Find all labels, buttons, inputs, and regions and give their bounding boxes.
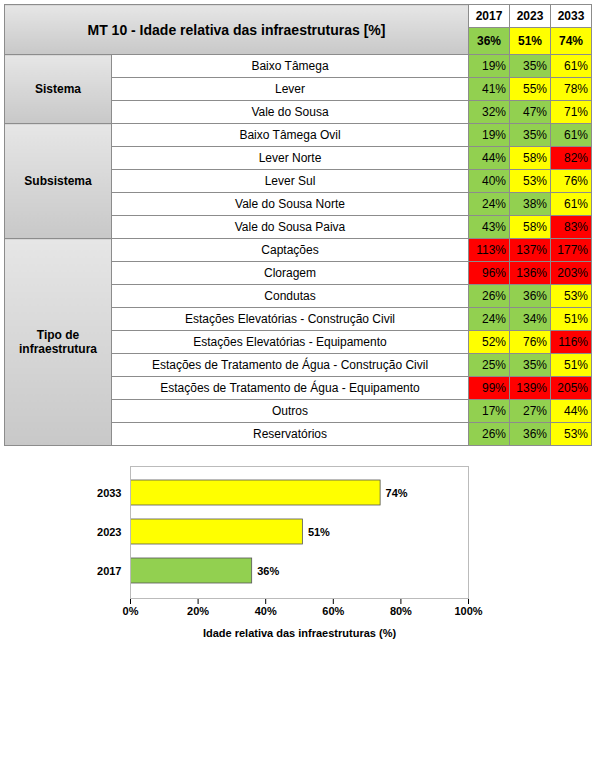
html-text:41%: 41% <box>482 82 506 96</box>
html-text:205%: 205% <box>557 381 588 395</box>
html-text:19%: 19% <box>482 128 506 142</box>
html-text:Estações Elevatórias - Equipam: Estações Elevatórias - Equipamento <box>193 335 387 349</box>
html-text:Outros: Outros <box>272 404 308 418</box>
html-text:2033: 2033 <box>557 9 585 23</box>
html-text:43%: 43% <box>482 220 506 234</box>
html-text:36%: 36% <box>523 427 547 441</box>
html-text:26%: 26% <box>482 289 506 303</box>
html-text:38%: 38% <box>523 197 547 211</box>
html-text:99%: 99% <box>482 381 506 395</box>
html-text:2017: 2017 <box>475 9 503 23</box>
html-text:44%: 44% <box>564 404 588 418</box>
html-text:76%: 76% <box>523 335 547 349</box>
html-text:2023: 2023 <box>516 9 544 23</box>
html-text:Baixo Tâmega Ovil: Baixo Tâmega Ovil <box>239 128 341 142</box>
html-text:51%: 51% <box>564 312 588 326</box>
html-text:71%: 71% <box>564 105 588 119</box>
html-text:27%: 27% <box>523 404 547 418</box>
svg-text:74%: 74% <box>386 487 408 499</box>
html-text:35%: 35% <box>523 128 547 142</box>
html-text:Condutas: Condutas <box>264 289 316 303</box>
html-text:203%: 203% <box>557 266 588 280</box>
html-text:61%: 61% <box>564 59 588 73</box>
svg-text:20%: 20% <box>187 605 209 617</box>
html-text:34%: 34% <box>523 312 547 326</box>
html-text:53%: 53% <box>523 174 547 188</box>
html-text:55%: 55% <box>523 82 547 96</box>
html-text:24%: 24% <box>482 197 506 211</box>
html-text:35%: 35% <box>523 358 547 372</box>
svg-text:0%: 0% <box>123 605 139 617</box>
html-text:44%: 44% <box>482 151 506 165</box>
html-text:Estações de Tratamento de Água: Estações de Tratamento de Água - Equipam… <box>160 381 420 395</box>
html-text:Lever Norte: Lever Norte <box>258 151 322 165</box>
html-text:61%: 61% <box>564 128 588 142</box>
svg-text:2033: 2033 <box>97 487 121 499</box>
html-text:139%: 139% <box>516 381 547 395</box>
html-text:76%: 76% <box>564 174 588 188</box>
html-text:Vale do Sousa Paiva: Vale do Sousa Paiva <box>234 220 346 234</box>
html-text:Vale do Sousa: Vale do Sousa <box>251 105 329 119</box>
html-text:24%: 24% <box>482 312 506 326</box>
html-text:26%: 26% <box>482 427 506 441</box>
html-text:Subsistema: Subsistema <box>24 174 92 188</box>
html-text:Lever Sul: Lever Sul <box>264 174 316 188</box>
html-text:40%: 40% <box>482 174 506 188</box>
svg-text:2023: 2023 <box>97 526 121 538</box>
html-text:83%: 83% <box>564 220 588 234</box>
html-text:Sistema: Sistema <box>35 82 81 96</box>
html-text:MT 10 - Idade relativa das inf: MT 10 - Idade relativa das infraestrutur… <box>87 21 386 38</box>
html-text:58%: 58% <box>523 151 547 165</box>
html-text:Tipo de infraestrutura: Tipo de infraestrutura <box>19 328 97 356</box>
svg-text:60%: 60% <box>322 605 344 617</box>
html-text:51%: 51% <box>564 358 588 372</box>
html-text:35%: 35% <box>523 59 547 73</box>
html-text:47%: 47% <box>523 105 547 119</box>
html-text:58%: 58% <box>523 220 547 234</box>
html-text:78%: 78% <box>564 82 588 96</box>
html-text:Vale do Sousa Norte: Vale do Sousa Norte <box>235 197 345 211</box>
html-text:32%: 32% <box>482 105 506 119</box>
html-text:53%: 53% <box>564 289 588 303</box>
svg-text:36%: 36% <box>257 565 279 577</box>
html-text:61%: 61% <box>564 197 588 211</box>
svg-text:Idade relativa das infraestrut: Idade relativa das infraestruturas (%) <box>203 627 397 639</box>
svg-text:40%: 40% <box>255 605 277 617</box>
html-text:36%: 36% <box>477 34 501 48</box>
html-text:17%: 17% <box>482 404 506 418</box>
html-text:52%: 52% <box>482 335 506 349</box>
html-text:113%: 113% <box>476 243 506 257</box>
html-text:Reservatórios: Reservatórios <box>253 427 327 441</box>
html-text:136%: 136% <box>516 266 547 280</box>
svg-text:51%: 51% <box>308 526 330 538</box>
html-text:96%: 96% <box>482 266 506 280</box>
svg-text:2017: 2017 <box>97 565 121 577</box>
html-text:36%: 36% <box>523 289 547 303</box>
html-text:82%: 82% <box>564 151 588 165</box>
svg-text:100%: 100% <box>454 605 482 617</box>
html-text:74%: 74% <box>559 34 583 48</box>
html-text:51%: 51% <box>518 34 542 48</box>
html-text:137%: 137% <box>516 243 547 257</box>
html-text:Lever: Lever <box>275 82 305 96</box>
html-text:Cloragem: Cloragem <box>264 266 316 280</box>
html-text:53%: 53% <box>564 427 588 441</box>
svg-text:80%: 80% <box>390 605 412 617</box>
html-text:Estações Elevatórias - Constru: Estações Elevatórias - Construção Civil <box>185 312 395 326</box>
html-text:Baixo Tâmega: Baixo Tâmega <box>251 59 329 73</box>
html-text:Captações: Captações <box>261 243 319 257</box>
html-text:177%: 177% <box>557 243 588 257</box>
html-text:25%: 25% <box>482 358 506 372</box>
html-text:19%: 19% <box>482 59 506 73</box>
html-text:116%: 116% <box>558 335 588 349</box>
html-text:Estações de Tratamento de Água: Estações de Tratamento de Água - Constru… <box>151 358 429 372</box>
